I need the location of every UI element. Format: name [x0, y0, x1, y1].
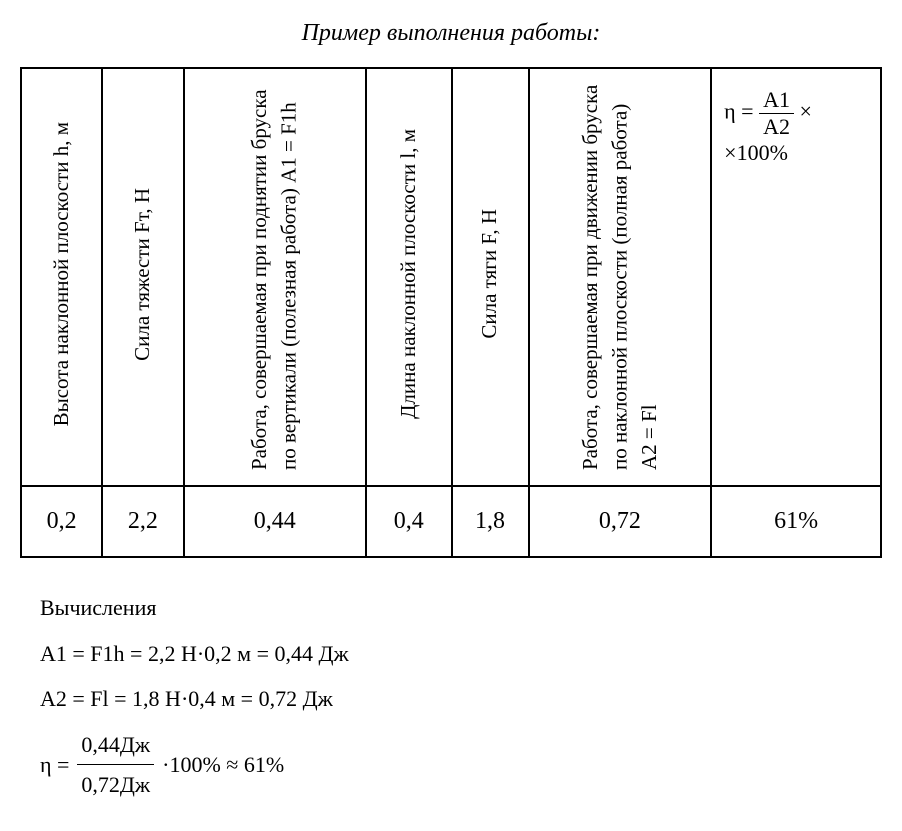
data-table: Высота наклонной плоскости h, м Сила тяж… [20, 67, 882, 558]
header-pull-force: Сила тяги F, Н [452, 68, 529, 486]
table-header-row: Высота наклонной плоскости h, м Сила тяж… [21, 68, 881, 486]
page-title: Пример выполнения работы: [20, 20, 882, 47]
calc-eta: η = 0,44Дж 0,72Дж ·100% ≈ 61% [40, 725, 882, 805]
header-height: Высота наклонной плоскости h, м [21, 68, 102, 486]
cell-length: 0,4 [366, 486, 451, 557]
calc-a1: А1 = F1h = 2,2 Н·0,2 м = 0,44 Дж [40, 634, 882, 674]
header-total-work: Работа, совершаемая при движении бруска … [529, 68, 712, 486]
calc-a2: А2 = Fl = 1,8 Н·0,4 м = 0,72 Дж [40, 679, 882, 719]
cell-gravity-force: 2,2 [102, 486, 183, 557]
cell-useful-work: 0,44 [184, 486, 367, 557]
cell-height: 0,2 [21, 486, 102, 557]
cell-efficiency: 61% [711, 486, 881, 557]
header-gravity-force: Сила тяжести Fт, Н [102, 68, 183, 486]
calculations-heading: Вычисления [40, 588, 882, 628]
cell-total-work: 0,72 [529, 486, 712, 557]
header-useful-work: Работа, совершаемая при поднятии бруска … [184, 68, 367, 486]
header-length: Длина наклонной плоскости l, м [366, 68, 451, 486]
table-data-row: 0,2 2,2 0,44 0,4 1,8 0,72 61% [21, 486, 881, 557]
header-efficiency-formula: η = А1 А2 × ×100% [711, 68, 881, 486]
cell-pull-force: 1,8 [452, 486, 529, 557]
calculations-section: Вычисления А1 = F1h = 2,2 Н·0,2 м = 0,44… [40, 588, 882, 805]
